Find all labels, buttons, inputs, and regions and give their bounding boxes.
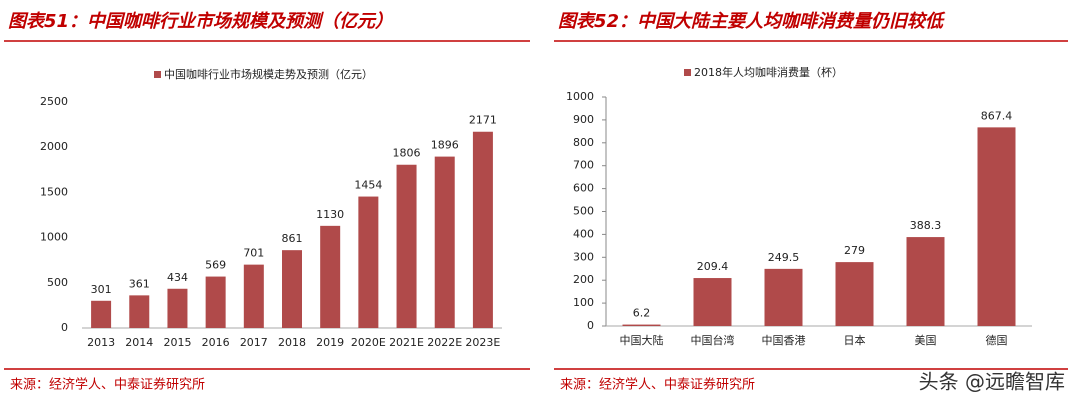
- x-tick-label: 美国: [915, 334, 937, 347]
- y-tick-label: 0: [61, 321, 68, 334]
- x-tick-label: 2020E: [351, 336, 386, 349]
- bar: [434, 156, 455, 328]
- bar: [167, 288, 188, 328]
- x-tick-label: 日本: [844, 333, 866, 347]
- source: 来源：经济学人、中泰证券研究所: [560, 377, 755, 393]
- data-label: 701: [243, 247, 264, 260]
- x-tick-label: 德国: [986, 333, 1008, 347]
- x-tick-label: 中国香港: [762, 334, 806, 347]
- data-label: 249.5: [768, 251, 800, 264]
- data-label: 867.4: [981, 109, 1013, 122]
- data-label: 1806: [393, 147, 421, 160]
- x-tick-label: 中国台湾: [691, 333, 735, 347]
- bar: [622, 324, 661, 326]
- x-tick-label: 中国大陆: [620, 333, 664, 347]
- x-tick-label: 2017: [240, 336, 268, 349]
- x-tick-label: 2023E: [465, 336, 500, 349]
- bar: [358, 196, 379, 328]
- y-tick-label: 600: [573, 182, 594, 195]
- data-label: 301: [91, 283, 112, 296]
- bar: [243, 264, 264, 328]
- y-tick-label: 2500: [40, 95, 68, 108]
- x-tick-label: 2022E: [427, 336, 462, 349]
- data-label: 861: [282, 232, 303, 245]
- x-tick-label: 2021E: [389, 336, 424, 349]
- data-label: 1896: [431, 139, 459, 152]
- y-tick-label: 900: [573, 113, 594, 126]
- data-label: 434: [167, 271, 188, 284]
- legend-label: 中国咖啡行业市场规模走势及预测（亿元）: [164, 67, 373, 81]
- panel-title: 图表51：中国咖啡行业市场规模及预测（亿元）: [8, 11, 393, 32]
- bar: [129, 295, 150, 328]
- x-tick-label: 2015: [163, 336, 191, 349]
- legend-swatch: [154, 71, 161, 78]
- bar: [320, 225, 341, 328]
- data-label: 209.4: [697, 260, 729, 273]
- y-tick-label: 700: [573, 159, 594, 172]
- y-tick-label: 1000: [40, 231, 68, 244]
- data-label: 1454: [354, 179, 382, 192]
- data-label: 1130: [316, 208, 344, 221]
- y-tick-label: 500: [47, 276, 68, 289]
- legend-swatch: [684, 69, 691, 76]
- bar: [205, 276, 226, 328]
- bar: [396, 164, 417, 328]
- bar: [472, 131, 493, 328]
- x-tick-label: 2019: [316, 336, 344, 349]
- bar: [906, 237, 945, 326]
- y-tick-label: 300: [573, 250, 594, 263]
- legend-label: 2018年人均咖啡消费量（杯）: [694, 65, 843, 79]
- y-tick-label: 2000: [40, 140, 68, 153]
- y-tick-label: 0: [587, 319, 594, 332]
- panel-title: 图表52：中国大陆主要人均咖啡消费量仍旧较低: [558, 11, 946, 32]
- data-label: 6.2: [633, 307, 651, 320]
- y-tick-label: 100: [573, 296, 594, 309]
- x-tick-label: 2016: [202, 336, 230, 349]
- x-tick-label: 2018: [278, 336, 306, 349]
- bar: [764, 268, 803, 326]
- data-label: 2171: [469, 114, 497, 127]
- x-tick-label: 2013: [87, 336, 115, 349]
- bar: [91, 300, 112, 328]
- x-tick-label: 2014: [125, 336, 153, 349]
- bar: [835, 262, 874, 326]
- y-tick-label: 800: [573, 136, 594, 149]
- bar: [693, 278, 732, 326]
- data-label: 361: [129, 277, 150, 290]
- y-tick-label: 1000: [566, 90, 594, 103]
- y-tick-label: 500: [573, 205, 594, 218]
- bar: [282, 250, 302, 328]
- data-label: 388.3: [910, 219, 942, 232]
- y-tick-label: 400: [573, 227, 594, 240]
- bar: [977, 127, 1016, 326]
- watermark: 头条 @远瞻智库: [919, 370, 1065, 394]
- data-label: 279: [844, 244, 865, 257]
- source: 来源：经济学人、中泰证券研究所: [10, 377, 205, 393]
- y-tick-label: 200: [573, 273, 594, 286]
- data-label: 569: [205, 259, 226, 272]
- y-tick-label: 1500: [40, 185, 68, 198]
